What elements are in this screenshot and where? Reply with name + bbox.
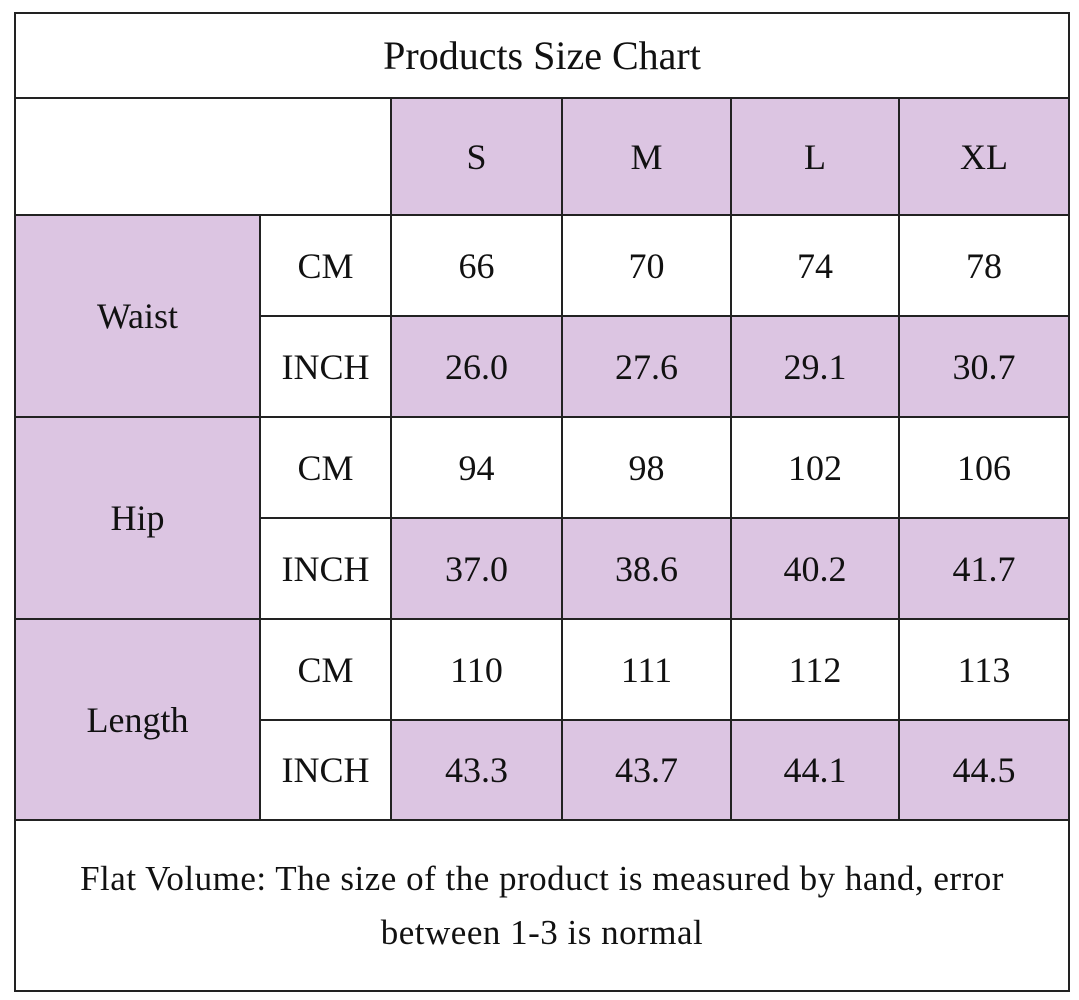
size-value: 40.2 xyxy=(730,517,900,620)
size-value: 112 xyxy=(730,618,900,721)
size-value: 44.5 xyxy=(898,719,1070,821)
size-value: 43.3 xyxy=(390,719,563,821)
size-value: 66 xyxy=(390,214,563,317)
note: Flat Volume: The size of the product is … xyxy=(14,819,1070,992)
title: Products Size Chart xyxy=(14,12,1070,99)
size-value: 27.6 xyxy=(561,315,732,418)
size-value: 30.7 xyxy=(898,315,1070,418)
size-value: 113 xyxy=(898,618,1070,721)
measure-name: Waist xyxy=(14,214,261,418)
size-value: 44.1 xyxy=(730,719,900,821)
size-value: 111 xyxy=(561,618,732,721)
size-value: 110 xyxy=(390,618,563,721)
unit: CM xyxy=(259,618,392,721)
unit: CM xyxy=(259,214,392,317)
size-value: 94 xyxy=(390,416,563,519)
size-value: 98 xyxy=(561,416,732,519)
size-header: XL xyxy=(898,97,1070,216)
size-value: 106 xyxy=(898,416,1070,519)
size-value: 74 xyxy=(730,214,900,317)
size-value: 29.1 xyxy=(730,315,900,418)
size-header: M xyxy=(561,97,732,216)
unit: INCH xyxy=(259,315,392,418)
size-value: 70 xyxy=(561,214,732,317)
size-value: 43.7 xyxy=(561,719,732,821)
size-header: S xyxy=(390,97,563,216)
unit: INCH xyxy=(259,517,392,620)
header-blank xyxy=(14,97,392,216)
measure-name: Length xyxy=(14,618,261,821)
size-value: 102 xyxy=(730,416,900,519)
measure-name: Hip xyxy=(14,416,261,620)
size-value: 37.0 xyxy=(390,517,563,620)
unit: INCH xyxy=(259,719,392,821)
size-value: 26.0 xyxy=(390,315,563,418)
size-header: L xyxy=(730,97,900,216)
size-value: 78 xyxy=(898,214,1070,317)
size-value: 38.6 xyxy=(561,517,732,620)
unit: CM xyxy=(259,416,392,519)
size-value: 41.7 xyxy=(898,517,1070,620)
